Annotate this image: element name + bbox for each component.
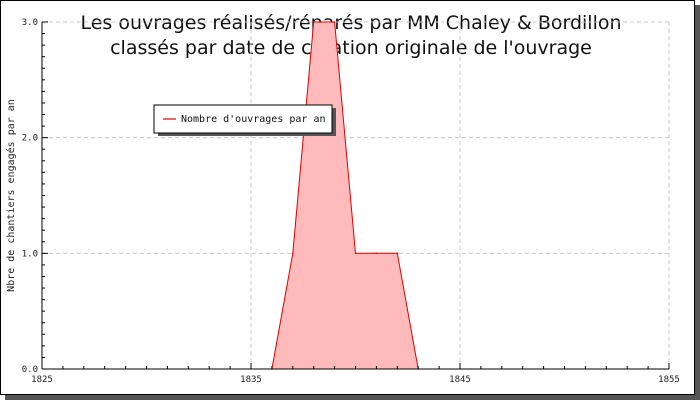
y-axis-label: Nbre de chantiers engagés par an [5,99,17,292]
x-tick-label-0: 1825 [31,375,53,385]
legend: Nombre d'ouvrages par an [153,104,336,136]
y-tick-label-2: 2.0 [22,134,38,144]
x-tick-label-3: 1855 [658,375,680,385]
series-layer [271,21,420,370]
chart-title: Les ouvrages réalisés/réparés par MM Cha… [80,12,621,34]
chart-subtitle: classés par date de création originale d… [110,37,592,59]
y-tick-label-0: 0.0 [22,365,38,375]
x-tick-label-1: 1835 [240,375,262,385]
ticks: 1825 1835 1845 1855 0.0 1.0 2.0 3.0 [22,18,680,385]
area-chart: Les ouvrages réalisés/réparés par MM Cha… [5,12,680,385]
data-point-0-6 [396,252,399,255]
y-tick-label-3: 3.0 [22,18,38,28]
data-point-0-2 [312,21,315,23]
data-point-0-3 [333,21,336,23]
legend-entry-label: Nombre d'ouvrages par an [181,114,326,125]
data-point-0-1 [292,252,294,255]
series-area-0 [271,22,419,369]
series-line-0 [271,21,419,370]
data-point-0-5 [375,252,378,255]
legend-box [153,104,333,134]
y-tick-label-1: 1.0 [22,249,38,259]
data-point-0-4 [354,252,357,255]
x-tick-label-2: 1845 [449,375,471,385]
